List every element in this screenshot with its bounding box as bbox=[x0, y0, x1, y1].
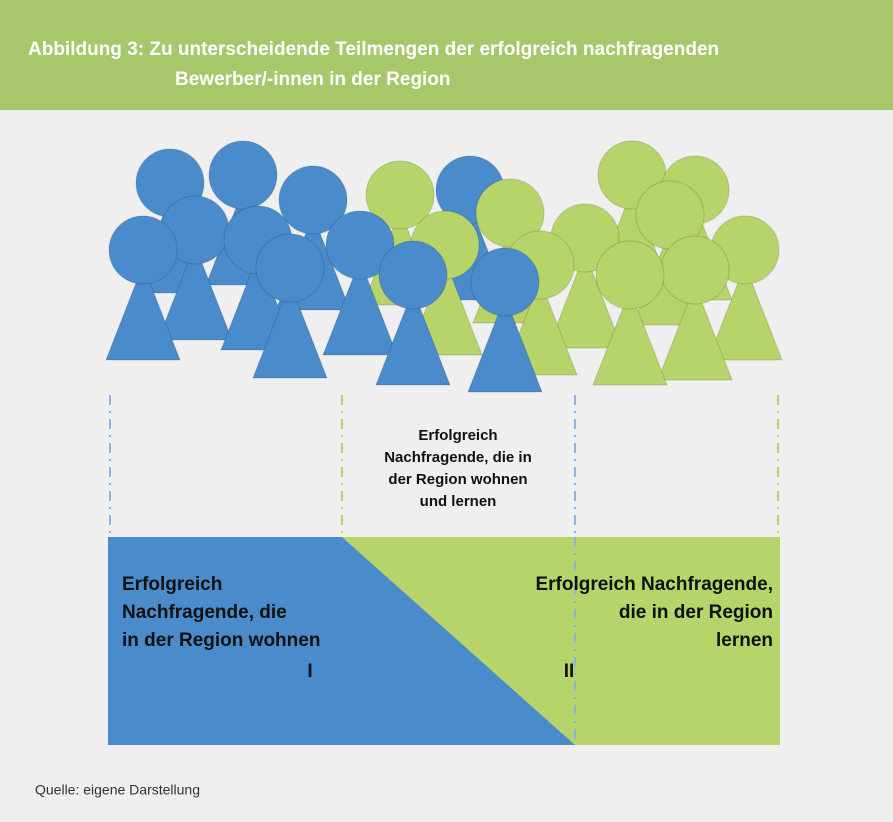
middle-label: der Region wohnen bbox=[388, 471, 527, 488]
left-label: in der Region wohnen bbox=[122, 630, 320, 651]
right-label: Erfolgreich Nachfragende, bbox=[535, 574, 773, 595]
middle-label: Nachfragende, die in bbox=[384, 449, 532, 466]
numeral: II bbox=[564, 661, 575, 682]
right-label: lernen bbox=[716, 630, 773, 651]
page: Abbildung 3: Zu unterscheidende Teilmeng… bbox=[0, 0, 893, 822]
left-label: Erfolgreich bbox=[122, 574, 222, 595]
right-label: die in der Region bbox=[619, 602, 773, 623]
numeral: I bbox=[307, 661, 312, 682]
title: Abbildung 3: Zu unterscheidende Teilmeng… bbox=[28, 39, 719, 60]
middle-label: und lernen bbox=[420, 493, 497, 510]
middle-label: Erfolgreich bbox=[418, 427, 497, 444]
left-label: Nachfragende, die bbox=[122, 602, 287, 623]
source: Quelle: eigene Darstellung bbox=[35, 782, 200, 798]
title: Bewerber/-innen in der Region bbox=[175, 69, 451, 90]
